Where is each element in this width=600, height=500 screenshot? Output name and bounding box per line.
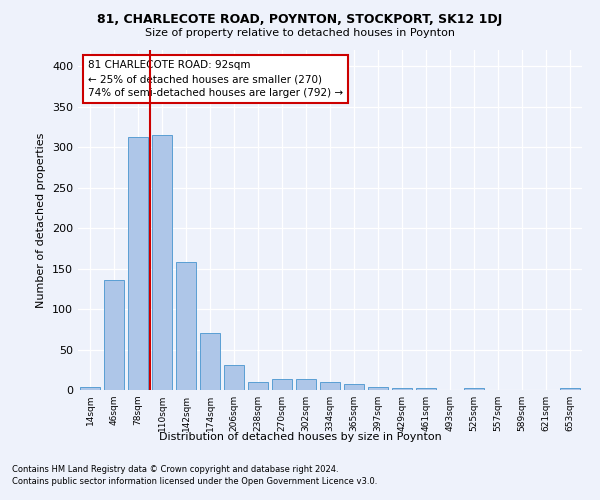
Text: 81, CHARLECOTE ROAD, POYNTON, STOCKPORT, SK12 1DJ: 81, CHARLECOTE ROAD, POYNTON, STOCKPORT,… — [97, 12, 503, 26]
Bar — [80, 387, 100, 390]
Bar — [248, 382, 268, 390]
Bar — [200, 332, 220, 390]
Text: Contains HM Land Registry data © Crown copyright and database right 2024.: Contains HM Land Registry data © Crown c… — [12, 466, 338, 474]
Bar — [272, 378, 292, 390]
Bar — [416, 388, 436, 390]
Bar — [224, 365, 244, 390]
Bar — [320, 382, 340, 390]
Bar — [128, 138, 148, 390]
Bar — [560, 388, 580, 390]
Y-axis label: Number of detached properties: Number of detached properties — [37, 132, 46, 308]
Bar — [392, 388, 412, 390]
Text: Contains public sector information licensed under the Open Government Licence v3: Contains public sector information licen… — [12, 477, 377, 486]
Text: 81 CHARLECOTE ROAD: 92sqm
← 25% of detached houses are smaller (270)
74% of semi: 81 CHARLECOTE ROAD: 92sqm ← 25% of detac… — [88, 60, 343, 98]
Bar — [464, 388, 484, 390]
Bar — [368, 387, 388, 390]
Bar — [296, 378, 316, 390]
Text: Distribution of detached houses by size in Poynton: Distribution of detached houses by size … — [158, 432, 442, 442]
Text: Size of property relative to detached houses in Poynton: Size of property relative to detached ho… — [145, 28, 455, 38]
Bar — [152, 135, 172, 390]
Bar — [176, 262, 196, 390]
Bar — [344, 384, 364, 390]
Bar — [104, 280, 124, 390]
